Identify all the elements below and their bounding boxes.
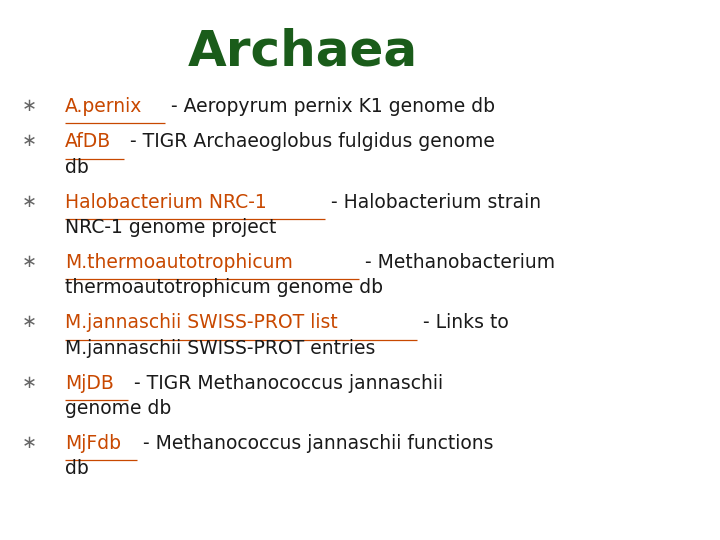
Text: MjFdb: MjFdb bbox=[65, 434, 121, 453]
Text: - Links to: - Links to bbox=[417, 313, 508, 332]
Text: NRC-1 genome project: NRC-1 genome project bbox=[65, 218, 276, 237]
Text: - TIGR Archaeoglobus fulgidus genome: - TIGR Archaeoglobus fulgidus genome bbox=[125, 132, 495, 151]
Text: db: db bbox=[65, 158, 89, 177]
Text: MjDB: MjDB bbox=[65, 374, 114, 393]
Text: AfDB: AfDB bbox=[65, 132, 111, 151]
Text: M.jannaschii SWISS-PROT list: M.jannaschii SWISS-PROT list bbox=[65, 313, 338, 332]
Text: - Methanobacterium: - Methanobacterium bbox=[359, 253, 555, 272]
Text: - TIGR Methanococcus jannaschii: - TIGR Methanococcus jannaschii bbox=[128, 374, 443, 393]
Text: ∗: ∗ bbox=[21, 193, 37, 211]
Text: db: db bbox=[65, 460, 89, 478]
Text: genome db: genome db bbox=[65, 399, 171, 418]
Text: - Halobacterium strain: - Halobacterium strain bbox=[325, 193, 541, 212]
Text: ∗: ∗ bbox=[21, 313, 37, 331]
Text: ∗: ∗ bbox=[21, 97, 37, 115]
Text: A.pernix: A.pernix bbox=[65, 97, 142, 116]
Text: ∗: ∗ bbox=[21, 132, 37, 150]
Text: thermoautotrophicum genome db: thermoautotrophicum genome db bbox=[65, 278, 383, 297]
Text: M.thermoautotrophicum: M.thermoautotrophicum bbox=[65, 253, 292, 272]
Text: - Methanococcus jannaschii functions: - Methanococcus jannaschii functions bbox=[137, 434, 493, 453]
Text: ∗: ∗ bbox=[21, 253, 37, 271]
Text: Halobacterium NRC-1: Halobacterium NRC-1 bbox=[65, 193, 266, 212]
Text: - Aeropyrum pernix K1 genome db: - Aeropyrum pernix K1 genome db bbox=[165, 97, 495, 116]
Text: M.jannaschii SWISS-PROT entries: M.jannaschii SWISS-PROT entries bbox=[65, 339, 375, 357]
Text: ∗: ∗ bbox=[21, 374, 37, 391]
Text: Archaea: Archaea bbox=[187, 27, 418, 75]
Text: ∗: ∗ bbox=[21, 434, 37, 452]
